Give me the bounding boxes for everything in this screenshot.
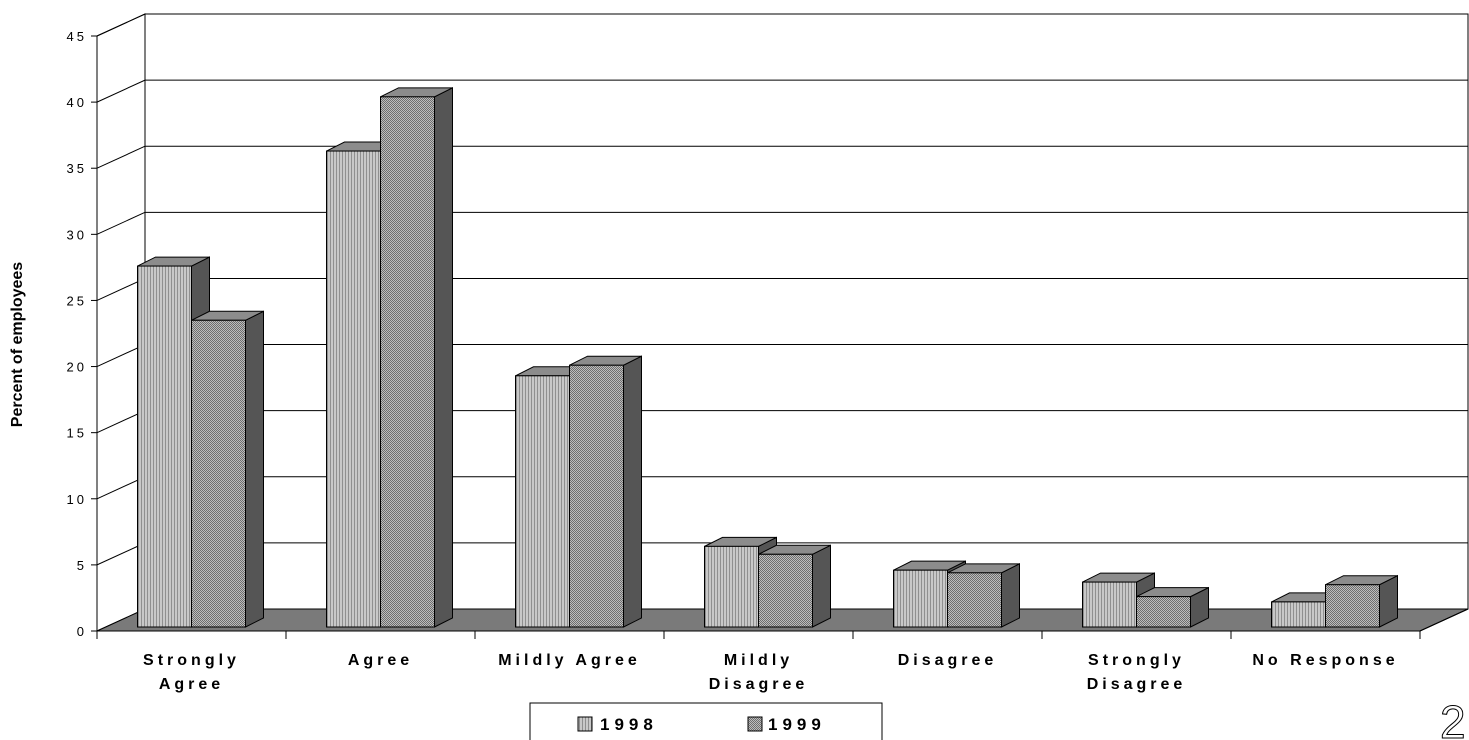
bar-1999-0: [191, 310, 264, 628]
bar-1998-2-front: [515, 375, 570, 628]
floor-edge-right: [1419, 608, 1469, 632]
x-category-label: Disagree: [709, 676, 809, 693]
x-category-label: Mildly Agree: [498, 652, 641, 669]
legend-swatch-1998: [577, 716, 593, 732]
bar-1999-6-front: [1325, 584, 1380, 628]
y-tick-label: 40: [67, 95, 87, 110]
bar-1999-3: [758, 544, 831, 628]
legend-label-1999: 1999: [768, 715, 826, 734]
bar-1999-3-side: [812, 544, 831, 628]
bar-1999-0-side: [245, 310, 264, 628]
bar-1999-4-side: [1001, 563, 1020, 628]
legend-swatch-1999: [747, 716, 763, 732]
bar-1999-6: [1325, 574, 1398, 628]
legend-label-1998: 1998: [600, 715, 658, 734]
bar-1999-2-side: [623, 355, 642, 628]
y-tick-label: 0: [77, 624, 87, 639]
gridline-side-30: [96, 211, 146, 235]
bar-1999-2: [569, 355, 642, 628]
bar-1998-6-front: [1271, 601, 1326, 628]
x-category-label: Agree: [348, 652, 413, 669]
y-tick-label: 30: [67, 227, 87, 242]
bar-1999-3-front: [758, 553, 813, 628]
y-tick-label: 15: [67, 426, 87, 441]
gridline-side-40: [96, 79, 146, 103]
y-tick-label: 5: [77, 558, 87, 573]
y-tick-label: 25: [67, 293, 87, 308]
bar-1999-5-front: [1136, 596, 1191, 628]
bar-1998-0-front: [137, 265, 192, 628]
x-category-label: Disagree: [1087, 676, 1187, 693]
bar-1998-5-front: [1082, 581, 1137, 628]
y-axis-title: Percent of employees: [9, 262, 26, 428]
bar-1999-4-front: [947, 572, 1002, 628]
gridline-side-45: [96, 13, 146, 37]
bar-1998-1-front: [326, 150, 381, 628]
x-category-label: No Response: [1252, 652, 1398, 669]
bar-1999-4: [947, 563, 1020, 628]
bar-1999-0-front: [191, 319, 246, 628]
bar-1999-5: [1136, 586, 1209, 628]
bar-1999-2-front: [569, 364, 624, 628]
x-category-label: Strongly: [143, 652, 240, 669]
bar-1999-1: [380, 87, 453, 628]
y-tick-label: 10: [67, 492, 87, 507]
y-tick-label: 35: [67, 161, 87, 176]
x-category-label: Agree: [159, 676, 224, 693]
x-category-label: Mildly: [724, 652, 793, 669]
x-category-label: Strongly: [1088, 652, 1185, 669]
bar-1999-1-front: [380, 96, 435, 628]
y-tick-label: 20: [67, 360, 87, 375]
bar-1999-1-side: [434, 87, 453, 628]
bar-1998-3-front: [704, 545, 759, 628]
gridline-side-35: [96, 145, 146, 169]
y-tick-label: 45: [67, 29, 87, 44]
corner-mark: 2: [1440, 696, 1466, 740]
x-category-label: Disagree: [898, 652, 998, 669]
bar-1998-4-front: [893, 569, 948, 628]
